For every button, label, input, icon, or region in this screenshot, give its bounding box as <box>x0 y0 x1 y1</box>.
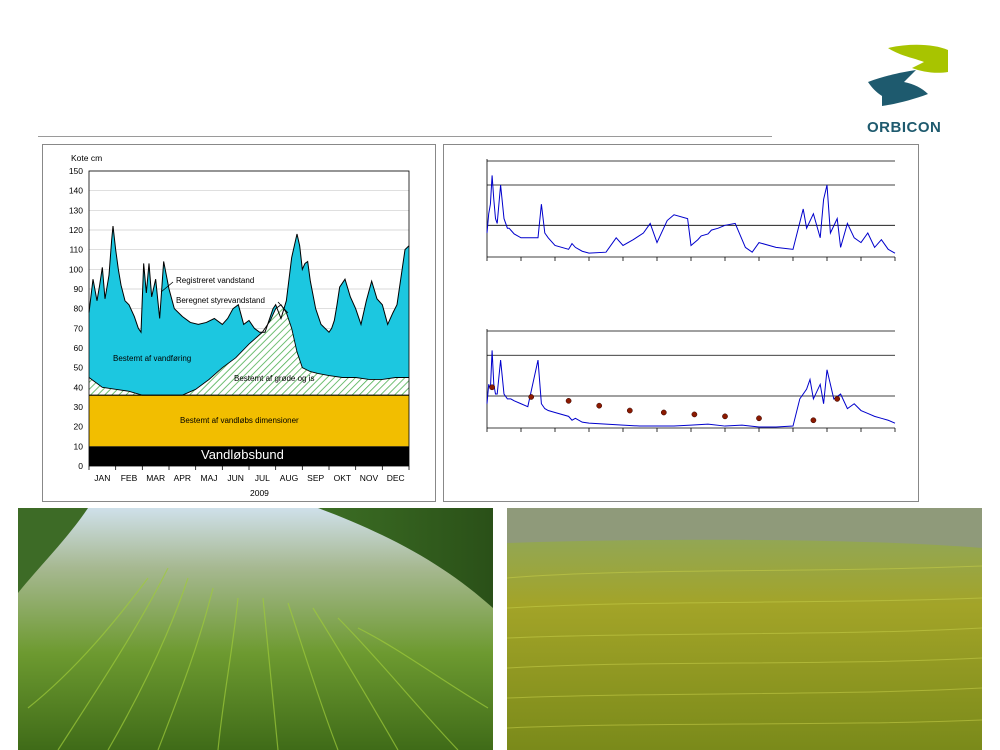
x-tick-label: APR <box>174 473 191 483</box>
y-tick-label: 10 <box>74 441 84 451</box>
label-vandforing: Bestemt af vandføring <box>113 354 191 363</box>
plot-frame <box>88 170 410 467</box>
band-label-dimensioner: Bestemt af vandløbs dimensioner <box>180 416 299 425</box>
x-tick-label: FEB <box>121 473 138 483</box>
y-tick-label: 130 <box>69 205 83 215</box>
x-tick-label: SEP <box>307 473 324 483</box>
header-rule <box>38 136 772 137</box>
annotation-beregnet: Beregnet styrevandstand <box>176 296 289 314</box>
annotation-registreret: Registreret vandstand <box>160 276 254 293</box>
x-tick-label: NOV <box>360 473 379 483</box>
data-point-marker <box>810 417 817 424</box>
brand-name: ORBICON <box>867 119 942 136</box>
y-tick-label: 50 <box>74 363 84 373</box>
data-point-marker <box>660 409 667 416</box>
y-tick-label: 120 <box>69 225 83 235</box>
discharge-small-charts <box>486 159 896 432</box>
data-point-marker <box>489 384 495 391</box>
y-tick-label: 40 <box>74 382 84 392</box>
data-point-marker <box>565 397 572 404</box>
x-tick-label: MAJ <box>201 473 218 483</box>
y-tick-label: 100 <box>69 264 83 274</box>
series-registreret-line <box>88 226 410 334</box>
x-tick-label: JAN <box>94 473 110 483</box>
x-tick-label: JUL <box>255 473 270 483</box>
y-tick-label: 80 <box>74 304 84 314</box>
x-axis-year: 2009 <box>250 488 269 498</box>
label-grode-is: Bestemt af grøde og is <box>234 374 314 383</box>
band-label-vandlobsbund: Vandløbsbund <box>201 447 284 462</box>
series-beregnet-line <box>88 304 409 396</box>
water-level-chart: 0 10 20 30 40 50 60 70 80 90 100 110 120 130 140 150 JAN… <box>69 153 410 498</box>
x-tick-label: DEC <box>387 473 405 483</box>
flow-charts-panel <box>443 144 919 502</box>
stream-photo-left <box>18 508 493 750</box>
x-tick-label: AUG <box>280 473 298 483</box>
water-level-chart-panel: 0 10 20 30 40 50 60 70 80 90 100 110 120 130 140 150 JAN… <box>42 144 436 502</box>
orbicon-logo-icon <box>868 44 948 106</box>
y-tick-label: 30 <box>74 402 84 412</box>
data-point-marker <box>691 411 698 418</box>
band-dimensioner <box>89 395 409 447</box>
y-tick-label: 70 <box>74 323 84 333</box>
x-tick-label: OKT <box>334 473 351 483</box>
data-point-marker <box>722 413 728 420</box>
band-vandlobsbund <box>89 446 409 466</box>
series-line <box>486 175 896 254</box>
data-point-marker <box>596 402 603 409</box>
y-tick-label: 0 <box>78 461 83 471</box>
data-point-marker <box>626 407 633 414</box>
y-tick-label: 140 <box>69 186 83 196</box>
svg-text:Registreret vandstand: Registreret vandstand <box>176 276 254 285</box>
y-tick-label: 110 <box>69 245 83 255</box>
y-tick-label: 90 <box>74 284 84 294</box>
y-tick-label: 20 <box>74 422 84 432</box>
y-tick-label: 60 <box>74 343 84 353</box>
series-line <box>486 350 896 428</box>
small-chart-bottom <box>486 329 896 432</box>
water-area <box>89 226 409 396</box>
small-chart-top <box>486 159 896 261</box>
stream-photo-right <box>507 508 982 750</box>
data-point-marker <box>834 396 841 402</box>
y-axis-label: Kote cm <box>71 153 102 163</box>
x-tick-label: MAR <box>146 473 165 483</box>
y-tick-label: 150 <box>69 166 83 176</box>
data-point-marker <box>528 394 535 400</box>
x-tick-label: JUN <box>227 473 244 483</box>
svg-text:Beregnet styrevandstand: Beregnet styrevandstand <box>176 296 265 305</box>
data-point-marker <box>756 415 762 422</box>
weed-ice-area <box>89 304 409 396</box>
